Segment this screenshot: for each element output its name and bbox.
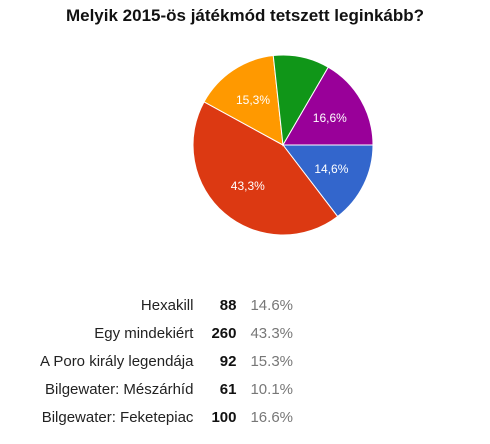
- legend-count: 100: [211, 408, 237, 426]
- legend-percent: 15.3%: [250, 352, 294, 370]
- legend-row: A Poro király legendája 92 15.3%: [40, 347, 293, 375]
- pie-slice: [281, 144, 374, 218]
- legend-count: 88: [219, 296, 237, 314]
- pie-slice: [203, 54, 284, 146]
- legend-row: Bilgewater: Mészárhíd 61 10.1%: [40, 375, 293, 403]
- slice-label: 16,6%: [313, 111, 347, 125]
- legend-percent: 10.1%: [250, 380, 294, 398]
- slice-label: 43,3%: [231, 179, 265, 193]
- legend-count: 61: [219, 380, 237, 398]
- legend-row: Egy mindekiért 260 43.3%: [40, 319, 293, 347]
- legend-row: Bilgewater: Feketepiac 100 16.6%: [40, 403, 293, 431]
- legend-percent: 16.6%: [250, 408, 294, 426]
- legend-count: 260: [211, 324, 237, 342]
- chart-title: Melyik 2015-ös játékmód tetszett leginká…: [65, 6, 425, 25]
- pie-slice: [192, 101, 339, 236]
- legend-percent: 43.3%: [250, 324, 294, 342]
- legend-label: A Poro király legendája: [40, 352, 194, 370]
- slice-label: 15,3%: [236, 93, 270, 107]
- legend-label: Egy mindekiért: [94, 324, 194, 342]
- legend-label: Hexakill: [140, 296, 194, 314]
- legend-row: Hexakill 88 14.6%: [40, 291, 293, 319]
- legend-label: Bilgewater: Feketepiac: [41, 408, 194, 426]
- pie-slice: [282, 66, 374, 146]
- legend-percent: 14.6%: [250, 296, 294, 314]
- slice-label: 14,6%: [314, 162, 348, 176]
- legend-count: 92: [219, 352, 237, 370]
- pie-chart: 14,6% 43,3% 15,3% 16,6%: [192, 54, 374, 236]
- legend-label: Bilgewater: Mészárhíd: [45, 380, 194, 398]
- legend-table: Hexakill 88 14.6% Egy mindekiért 260 43.3% A P…: [40, 291, 293, 431]
